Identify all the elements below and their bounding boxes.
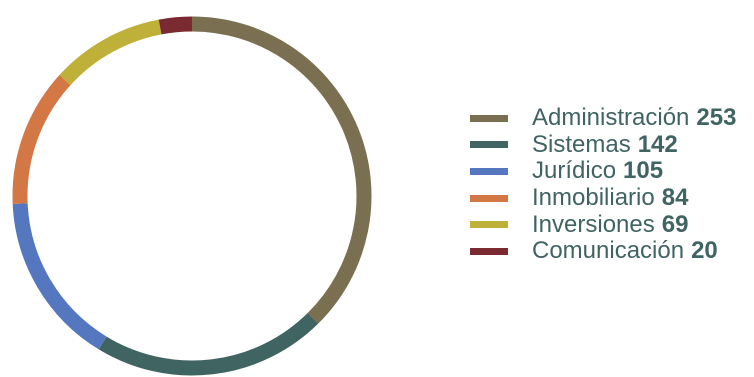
- legend-swatch-comunicacion: [470, 247, 508, 255]
- legend-label-administracion: Administración: [532, 104, 690, 132]
- legend-item-administracion: Administración 253: [470, 104, 737, 132]
- legend-item-sistemas: Sistemas 142: [470, 130, 736, 159]
- donut-chart: [12, 16, 372, 376]
- legend-value-comunicacion: 20: [691, 237, 718, 265]
- donut-slice-sistemas: [98, 312, 319, 376]
- legend-label-juridico: Jurídico: [532, 157, 617, 185]
- donut-slice-inversiones: [59, 19, 162, 86]
- legend-value-juridico: 105: [623, 157, 664, 185]
- legend-value-inversiones: 69: [661, 210, 689, 238]
- legend-value-administracion: 253: [696, 104, 737, 132]
- legend-swatch-juridico: [470, 167, 508, 175]
- legend-label-inmobiliario: Inmobiliario: [532, 184, 655, 212]
- legend-swatch-inversiones: [470, 221, 508, 229]
- legend-label-inversiones: Inversiones: [532, 210, 655, 238]
- donut-slice-administracion: [191, 16, 372, 324]
- legend-swatch-administracion: [470, 114, 508, 122]
- donut-slice-juridico: [12, 203, 107, 350]
- legend-item-comunicacion: Comunicación 20: [470, 237, 736, 265]
- legend-swatch-sistemas: [470, 141, 508, 149]
- legend-swatch-inmobiliario: [470, 194, 508, 202]
- legend-label-sistemas: Sistemas: [532, 130, 631, 158]
- donut-slice-comunicacion: [158, 16, 193, 35]
- legend-value-sistemas: 142: [637, 130, 678, 158]
- legend-value-inmobiliario: 84: [661, 184, 689, 212]
- donut-slice-inmobiliario: [12, 74, 71, 204]
- legend-item-inversiones: Inversiones 69: [470, 211, 736, 238]
- legend: Administración 253 Sistemas 142 Jurídico…: [470, 104, 737, 265]
- legend-label-comunicacion: Comunicación: [532, 237, 685, 265]
- legend-item-inmobiliario: Inmobiliario 84: [470, 184, 736, 212]
- legend-item-juridico: Jurídico 105: [470, 157, 736, 185]
